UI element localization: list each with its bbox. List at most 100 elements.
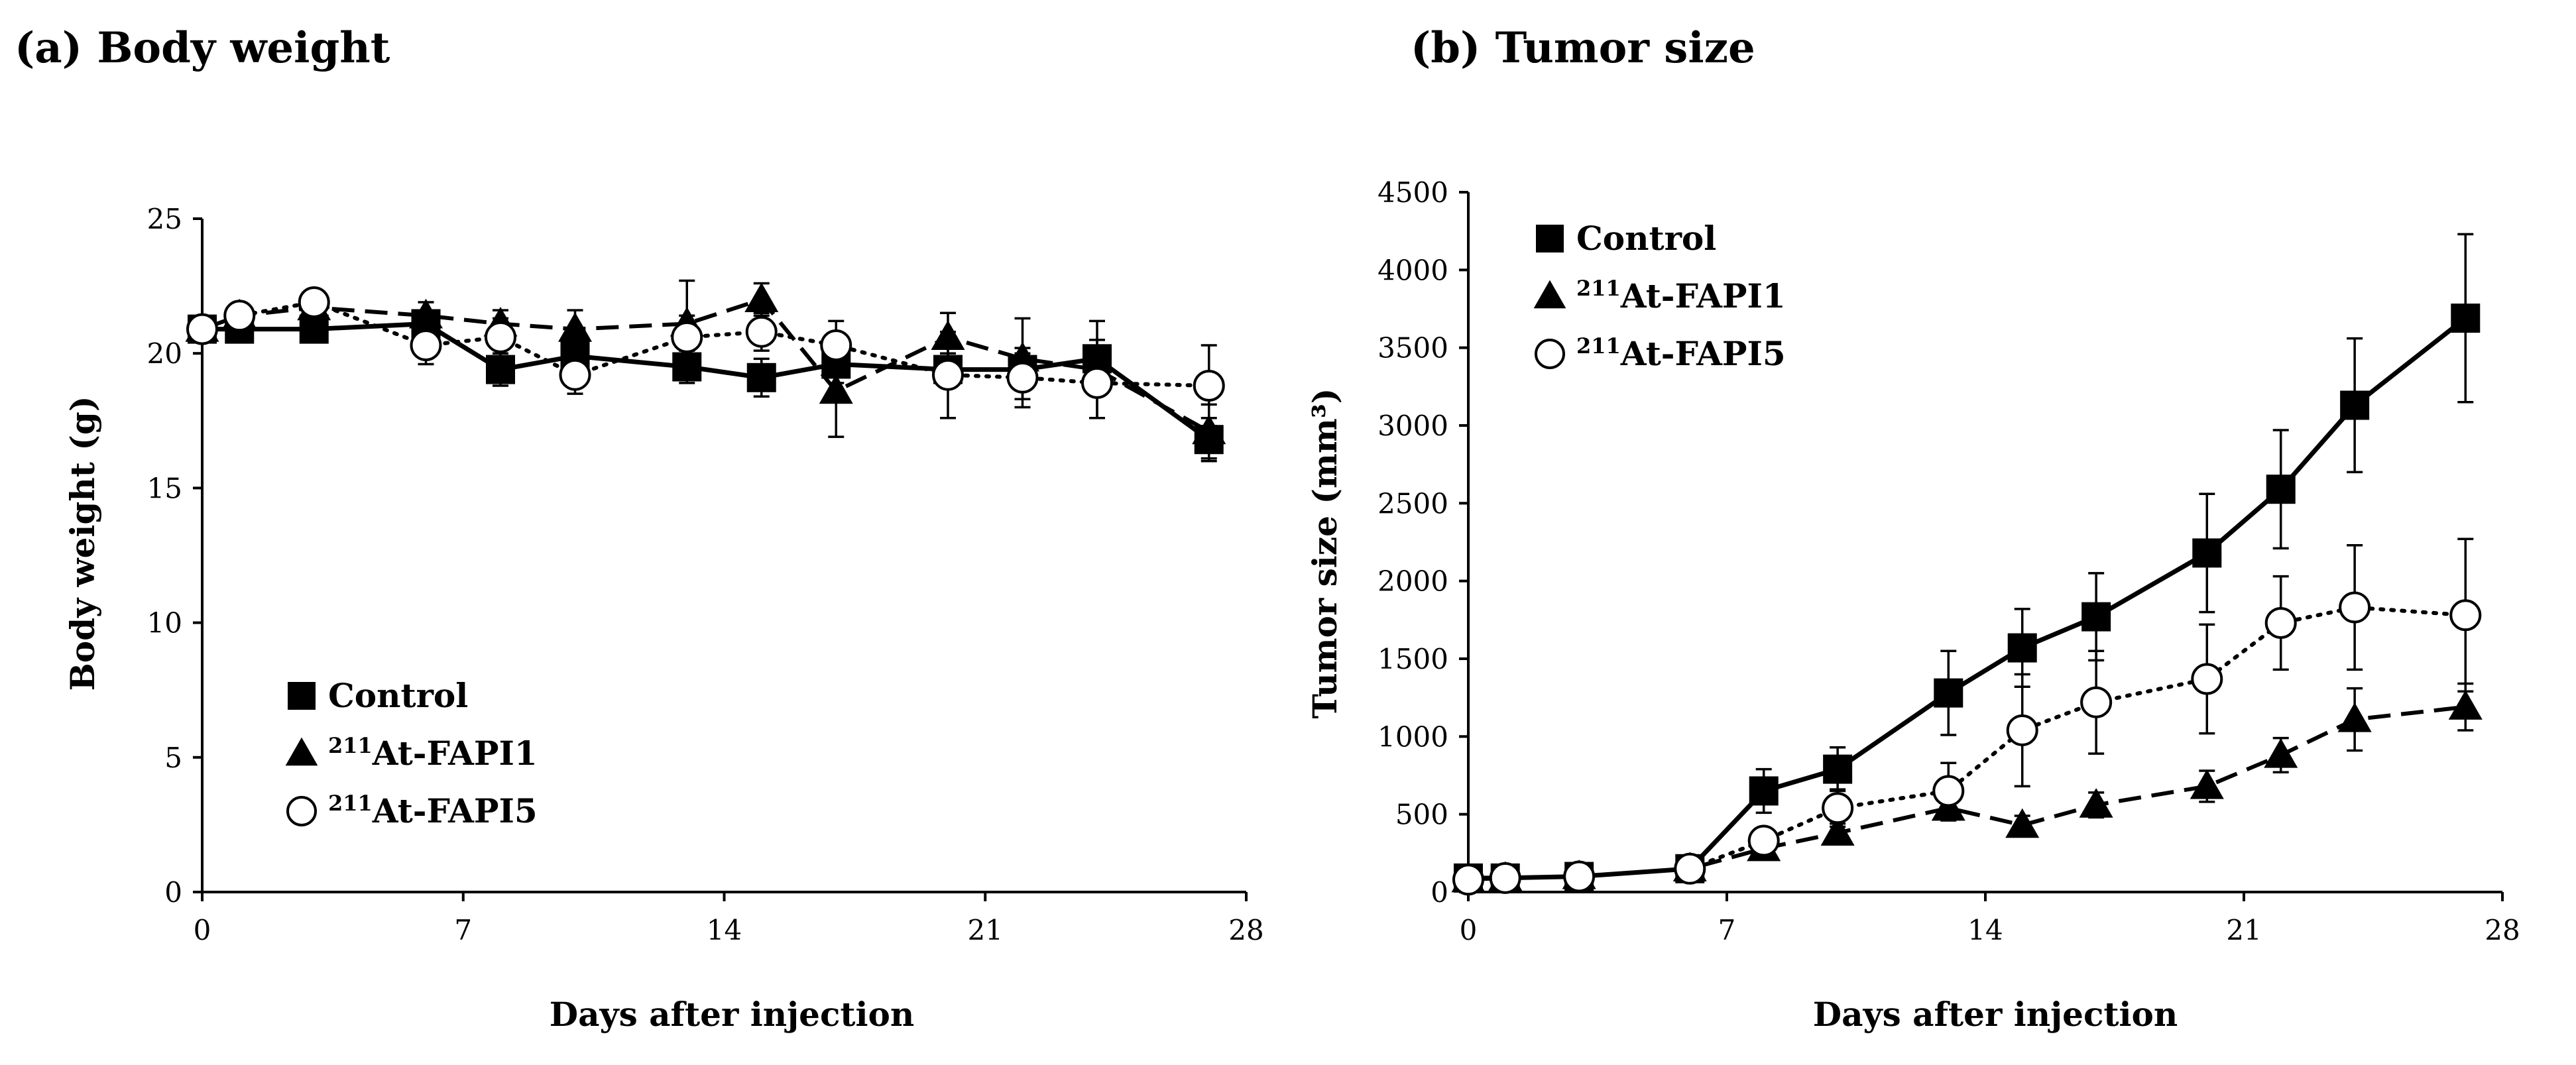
data-point (559, 359, 591, 391)
data-point (408, 298, 443, 329)
data-point (2007, 633, 2037, 663)
legend-item: 211At-FAPI5 (286, 791, 538, 830)
data-point (746, 363, 776, 392)
data-point (1932, 775, 1965, 807)
legend-marker (285, 737, 318, 766)
series-211at-fapi5 (1452, 537, 2482, 896)
series-211at-fapi1 (1451, 682, 2483, 893)
legend-marker (1536, 225, 1564, 252)
y-axis-title: Tumor size (mm³) (1305, 388, 1344, 719)
legend-label-main: At-FAPI1 (1620, 276, 1786, 315)
data-point (2081, 602, 2111, 632)
y-tick-label: 25 (147, 203, 182, 235)
data-point (2006, 714, 2038, 746)
data-point (745, 315, 778, 348)
data-point (223, 300, 256, 332)
series-line (1468, 316, 2467, 881)
x-tick-label: 21 (968, 914, 1003, 946)
x-tick-label: 28 (1228, 914, 1263, 946)
panel-title: (a) Body weight (15, 23, 390, 73)
series-line (200, 300, 1211, 388)
y-axis-title: Body weight (g) (63, 396, 102, 691)
axes: 0 500 1000 1500 2000 2500 3000 3500 4000 4500 0 7 14… (1377, 176, 2520, 946)
data-point (485, 321, 516, 353)
data-point (2449, 599, 2482, 632)
data-point (1081, 366, 1113, 399)
data-point (1823, 754, 1853, 784)
data-point (1452, 864, 1484, 896)
data-point (2264, 607, 2297, 640)
data-point (1934, 678, 1963, 708)
data-point (2264, 738, 2298, 768)
data-point (1749, 776, 1779, 806)
axes: 0 5 10 15 20 25 0 7 14 21 28 (147, 203, 1264, 946)
x-axis-title: Days after injection (550, 995, 914, 1034)
data-point (1192, 414, 1226, 445)
data-point (2190, 769, 2224, 799)
legend-item: Control (1536, 219, 1716, 258)
data-point (2080, 686, 2113, 718)
legend-item: 211At-FAPI1 (285, 733, 538, 773)
legend-label-main: At-FAPI5 (1620, 334, 1786, 373)
data-point (557, 312, 593, 342)
y-tick-label: 0 (164, 876, 182, 909)
data-point (2192, 538, 2222, 568)
x-tick-label: 21 (2226, 914, 2261, 946)
data-point (2337, 702, 2372, 732)
y-tick-label: 3000 (1377, 410, 1448, 442)
data-point (2266, 475, 2296, 504)
legend-label-main: At-FAPI5 (372, 791, 538, 830)
data-point (2451, 304, 2481, 333)
y-tick-label: 3500 (1377, 332, 1448, 364)
plot-area (1451, 233, 2483, 896)
legend-label: Control (1576, 219, 1716, 258)
legend-label: 211At-FAPI5 (328, 791, 538, 830)
y-tick-label: 10 (147, 607, 182, 640)
data-point (1747, 824, 1780, 857)
data-point (1674, 852, 1706, 885)
data-point (1193, 369, 1225, 402)
data-point (186, 313, 218, 345)
legend-label-superscript: 211 (328, 791, 373, 816)
legend-marker (1535, 339, 1565, 369)
data-point (1822, 792, 1854, 824)
series-line (1466, 605, 2468, 882)
data-point (2339, 591, 2371, 624)
data-point (2079, 788, 2113, 818)
data-point (486, 355, 515, 384)
data-point (2448, 690, 2483, 720)
legend-label-superscript: 211 (1576, 333, 1621, 359)
body-weight-chart: (a) Body weight Body weight (g) Days aft… (15, 23, 1264, 1034)
plot-area (185, 279, 1226, 463)
legend-item: 211At-FAPI5 (1535, 333, 1786, 373)
panel-title: (b) Tumor size (1411, 23, 1755, 73)
data-point (932, 359, 964, 391)
y-tick-label: 15 (147, 472, 182, 504)
legend-label-superscript: 211 (1576, 276, 1621, 301)
x-tick-label: 14 (707, 914, 742, 946)
x-tick-label: 0 (1460, 914, 1478, 946)
y-tick-label: 5 (164, 742, 182, 774)
x-tick-label: 28 (2485, 914, 2520, 946)
tumor-size-chart: (b) Tumor size Tumor size (mm³) Days aft… (1305, 23, 2520, 1034)
legend-item: Control (288, 676, 468, 715)
data-point (1489, 862, 1521, 894)
data-point (744, 282, 779, 313)
y-tick-label: 2500 (1377, 487, 1448, 520)
x-tick-label: 7 (454, 914, 472, 946)
data-point (2340, 390, 2370, 420)
legend-item: 211At-FAPI1 (1533, 276, 1786, 315)
legend-label: 211At-FAPI5 (1576, 333, 1786, 373)
legend-label: Control (328, 676, 468, 715)
data-point (1820, 816, 1855, 846)
x-tick-label: 7 (1718, 914, 1736, 946)
y-tick-label: 4500 (1377, 176, 1448, 209)
data-point (1006, 361, 1039, 394)
y-tick-label: 0 (1431, 876, 1448, 909)
data-point (819, 374, 853, 404)
y-tick-label: 1000 (1377, 720, 1448, 753)
legend-label-main: At-FAPI1 (372, 734, 538, 773)
data-point (820, 329, 852, 362)
data-point (410, 329, 442, 362)
